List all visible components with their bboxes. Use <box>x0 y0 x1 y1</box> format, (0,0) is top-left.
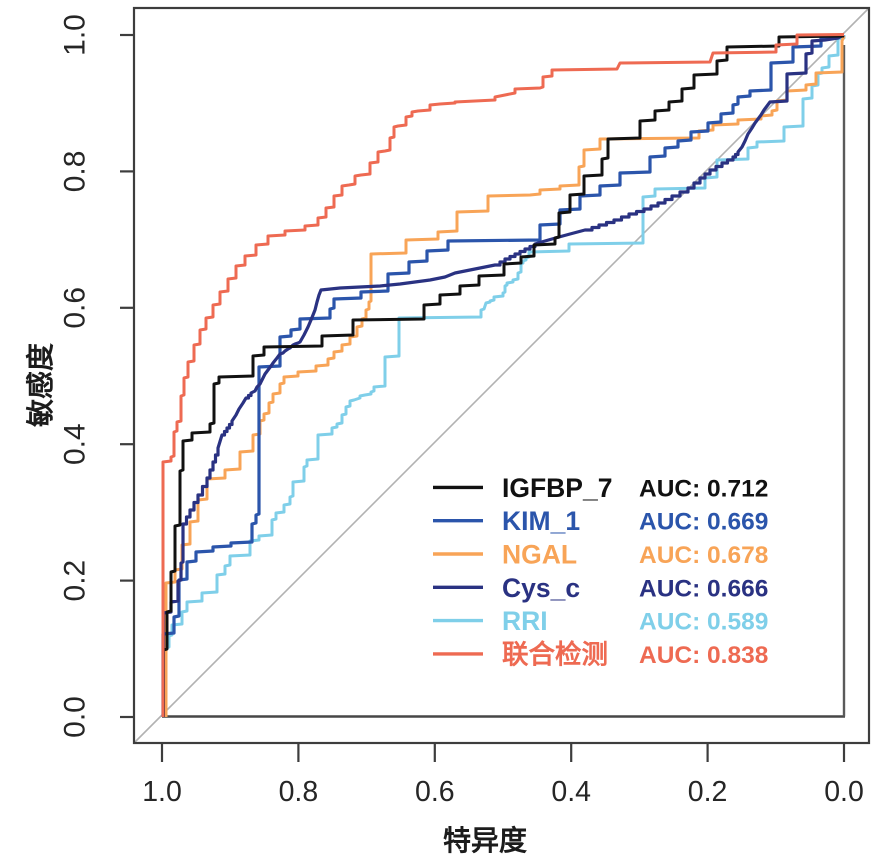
svg-text:NGAL: NGAL <box>502 540 577 570</box>
svg-text:0.4: 0.4 <box>59 423 92 465</box>
svg-text:KIM_1: KIM_1 <box>502 506 580 536</box>
svg-text:AUC: 0.678: AUC: 0.678 <box>639 542 768 569</box>
svg-text:AUC: 0.838: AUC: 0.838 <box>639 642 768 669</box>
svg-text:0.4: 0.4 <box>551 776 591 808</box>
svg-text:联合检测: 联合检测 <box>502 639 608 669</box>
svg-text:AUC: 0.666: AUC: 0.666 <box>639 575 768 602</box>
svg-text:0.8: 0.8 <box>279 776 319 808</box>
svg-text:敏感度: 敏感度 <box>25 343 56 428</box>
svg-text:0.2: 0.2 <box>688 776 728 808</box>
svg-text:RRI: RRI <box>502 606 548 636</box>
svg-text:1.0: 1.0 <box>59 14 92 56</box>
svg-text:1.0: 1.0 <box>142 776 182 808</box>
svg-text:Cys_c: Cys_c <box>502 573 580 603</box>
svg-text:AUC: 0.669: AUC: 0.669 <box>639 509 768 536</box>
svg-text:特异度: 特异度 <box>443 825 527 856</box>
svg-text:0.6: 0.6 <box>59 287 92 329</box>
svg-text:0.6: 0.6 <box>415 776 455 808</box>
svg-text:0.0: 0.0 <box>59 696 92 738</box>
svg-text:0.2: 0.2 <box>59 560 92 602</box>
svg-text:IGFBP_7: IGFBP_7 <box>502 473 612 503</box>
svg-text:0.0: 0.0 <box>824 776 864 808</box>
svg-text:AUC: 0.712: AUC: 0.712 <box>639 475 768 502</box>
svg-text:0.8: 0.8 <box>59 151 92 193</box>
svg-text:AUC: 0.589: AUC: 0.589 <box>639 609 768 636</box>
